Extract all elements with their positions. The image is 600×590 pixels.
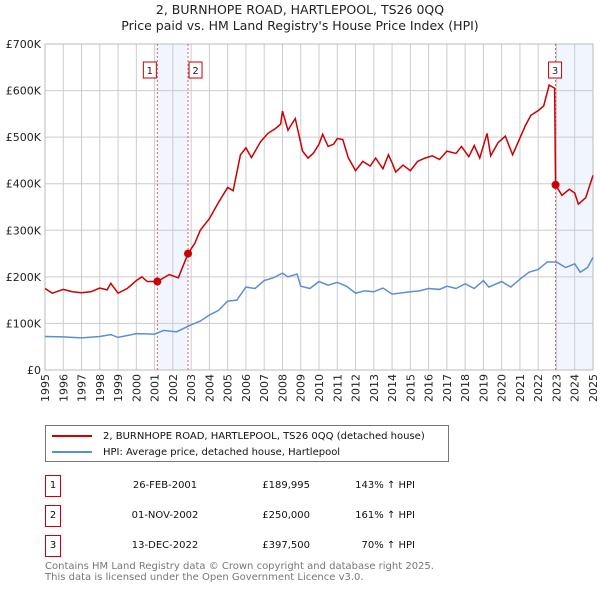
- x-tick-label: 2012: [350, 374, 363, 402]
- sale-label-box: [142, 61, 157, 79]
- series-line: [44, 256, 594, 339]
- sale-price: £250,000: [262, 510, 310, 521]
- x-tick-label: 2010: [313, 374, 326, 402]
- x-tick-label: 2002: [167, 374, 180, 402]
- x-tick-label: 1996: [57, 374, 70, 402]
- x-tick-label: 2013: [368, 374, 381, 402]
- x-tick-label: 2016: [423, 374, 436, 402]
- x-tick-label: 2011: [331, 374, 344, 402]
- x-tick-label: 1998: [94, 374, 107, 402]
- x-tick-label: 2022: [532, 374, 545, 402]
- x-tick-label: 2021: [514, 374, 527, 402]
- price-chart: 1995 1996 1997 1998 1999 2000 2001 2002 2003 2004…: [6, 38, 600, 402]
- x-tick-label: 2017: [441, 374, 454, 402]
- y-tick-label: £100K: [6, 317, 42, 330]
- sale-price: £189,995: [262, 480, 310, 491]
- x-tick-label: 2001: [149, 374, 162, 402]
- x-tick-label: 2003: [185, 374, 198, 402]
- legend-label: 2, BURNHOPE ROAD, HARTLEPOOL, TS26 0QQ (…: [103, 430, 425, 442]
- sale-number: 1: [45, 475, 61, 497]
- x-tick-label: 2019: [477, 374, 490, 402]
- sale-row: 1 26-FEB-2001 £189,995 143% ↑ HPI: [45, 475, 465, 497]
- x-tick-label: 2025: [587, 374, 600, 402]
- x-tick-label: 1999: [112, 374, 125, 402]
- legend: 2, BURNHOPE ROAD, HARTLEPOOL, TS26 0QQ (…: [45, 425, 449, 462]
- y-tick-label: £500K: [6, 131, 42, 144]
- legend-item-property: 2, BURNHOPE ROAD, HARTLEPOOL, TS26 0QQ (…: [52, 429, 425, 443]
- sale-label: 2: [192, 66, 198, 77]
- sale-label-box: [548, 61, 563, 79]
- legend-swatch-blue: [52, 451, 92, 453]
- y-tick-label: £400K: [6, 178, 42, 191]
- legend-label: HPI: Average price, detached house, Hart…: [103, 446, 341, 458]
- legend-item-hpi: HPI: Average price, detached house, Hart…: [52, 445, 340, 459]
- x-tick-label: 2015: [404, 374, 417, 402]
- sale-row: 2 01-NOV-2002 £250,000 161% ↑ HPI: [45, 505, 465, 527]
- sale-price: £397,500: [262, 540, 310, 551]
- legend-swatch-red: [52, 435, 92, 437]
- x-tick-label: 2024: [569, 374, 582, 402]
- chart-subtitle: Price paid vs. HM Land Registry's House …: [121, 18, 479, 33]
- sale-marker: [184, 249, 193, 258]
- y-tick-label: £300K: [6, 224, 42, 237]
- sale-marker: [551, 180, 560, 189]
- x-tick-label: 2004: [203, 374, 216, 402]
- x-tick-label: 2006: [240, 374, 253, 402]
- y-tick-label: £0: [27, 364, 41, 377]
- sale-number: 2: [45, 505, 61, 527]
- x-tick-label: 2018: [459, 374, 472, 402]
- footer-licence: This data is licensed under the Open Gov…: [45, 572, 364, 583]
- sale-date: 01-NOV-2002: [131, 510, 199, 521]
- sale-date: 26-FEB-2001: [132, 480, 198, 491]
- x-tick-label: 2023: [550, 374, 563, 402]
- chart-title: 2, BURNHOPE ROAD, HARTLEPOOL, TS26 0QQ: [155, 2, 445, 17]
- sale-marker: [153, 277, 162, 286]
- sale-hpi: 70% ↑ HPI: [361, 540, 415, 551]
- x-tick-label: 2008: [276, 374, 289, 402]
- y-tick-label: £700K: [6, 38, 42, 51]
- plot-border: [44, 43, 594, 371]
- x-tick-label: 2020: [496, 374, 509, 402]
- x-tick-label: 2014: [386, 374, 399, 402]
- x-tick-label: 2000: [130, 374, 143, 402]
- sale-number: 3: [45, 535, 61, 557]
- sale-hpi: 161% ↑ HPI: [355, 510, 415, 521]
- x-tick-label: 2009: [295, 374, 308, 402]
- sale-row: 3 13-DEC-2022 £397,500 70% ↑ HPI: [45, 535, 465, 557]
- y-tick-label: £600K: [6, 85, 42, 98]
- x-tick-label: 2007: [258, 374, 271, 402]
- x-tick-label: 1995: [39, 374, 52, 402]
- sale-label-box: [188, 61, 203, 79]
- sale-date: 13-DEC-2022: [131, 540, 199, 551]
- sale-label: 3: [552, 66, 558, 77]
- x-tick-label: 2005: [222, 374, 235, 402]
- sale-hpi: 143% ↑ HPI: [355, 480, 415, 491]
- y-tick-label: £200K: [6, 271, 42, 284]
- x-tick-label: 1997: [76, 374, 89, 402]
- footer-copyright: Contains HM Land Registry data © Crown c…: [45, 561, 434, 572]
- sale-label: 1: [147, 66, 153, 77]
